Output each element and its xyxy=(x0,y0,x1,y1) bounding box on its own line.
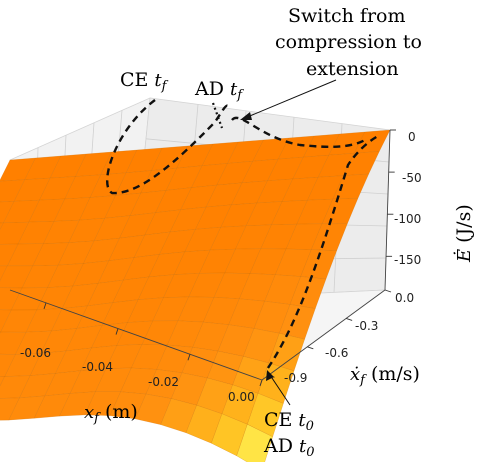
tick xyxy=(307,346,314,350)
ad-tf-label: AD tf xyxy=(194,78,244,103)
tick xyxy=(187,354,191,361)
z-tick-label: -150 xyxy=(394,253,421,267)
y-axis-title: ẋf (m/s) xyxy=(350,363,420,388)
surface-patch xyxy=(0,222,4,230)
tick xyxy=(115,328,119,335)
x-axis-line xyxy=(9,289,263,381)
ad-t0-label: AD t0 xyxy=(263,435,314,460)
switch-curve xyxy=(231,116,366,149)
tick xyxy=(384,289,392,293)
z-axis-title: Ė(J/s) xyxy=(452,204,475,263)
y-tick-label: -0.3 xyxy=(355,319,378,333)
ce-trajectory-curve xyxy=(105,99,229,195)
z-tick-label: -100 xyxy=(394,212,421,226)
tick xyxy=(43,302,47,309)
switch-annotation-line2: compression to xyxy=(275,31,422,53)
z-axis-line xyxy=(384,129,391,291)
tick xyxy=(346,317,353,321)
ce-t0-label: CE t0 xyxy=(264,409,314,434)
ce-tf-label: CE tf xyxy=(120,69,169,94)
y-tick-label: -0.6 xyxy=(325,346,348,360)
x-tick-label: -0.04 xyxy=(82,360,113,374)
t0-arrow xyxy=(266,370,291,406)
y-tick-label: -0.9 xyxy=(284,371,307,385)
x-axis-title: xf (m) xyxy=(84,401,138,426)
y-tick-label: 0.0 xyxy=(395,291,414,305)
z-tick-label: -50 xyxy=(402,171,422,185)
surface-patch xyxy=(236,424,273,462)
tick xyxy=(259,379,263,387)
switch-annotation-line3: extension xyxy=(306,58,399,80)
switch-arrow xyxy=(240,79,337,120)
x-tick-label: 0.00 xyxy=(228,390,255,404)
ad-trajectory-curve xyxy=(267,133,381,369)
y-axis-line xyxy=(261,289,386,381)
energy-rate-surface xyxy=(0,129,391,462)
z-tick-label: 0 xyxy=(408,130,416,144)
surface-patch xyxy=(0,397,20,421)
x-tick-label: -0.06 xyxy=(20,346,51,360)
switch-annotation-line1: Switch from xyxy=(288,5,405,27)
x-tick-label: -0.02 xyxy=(148,375,179,389)
